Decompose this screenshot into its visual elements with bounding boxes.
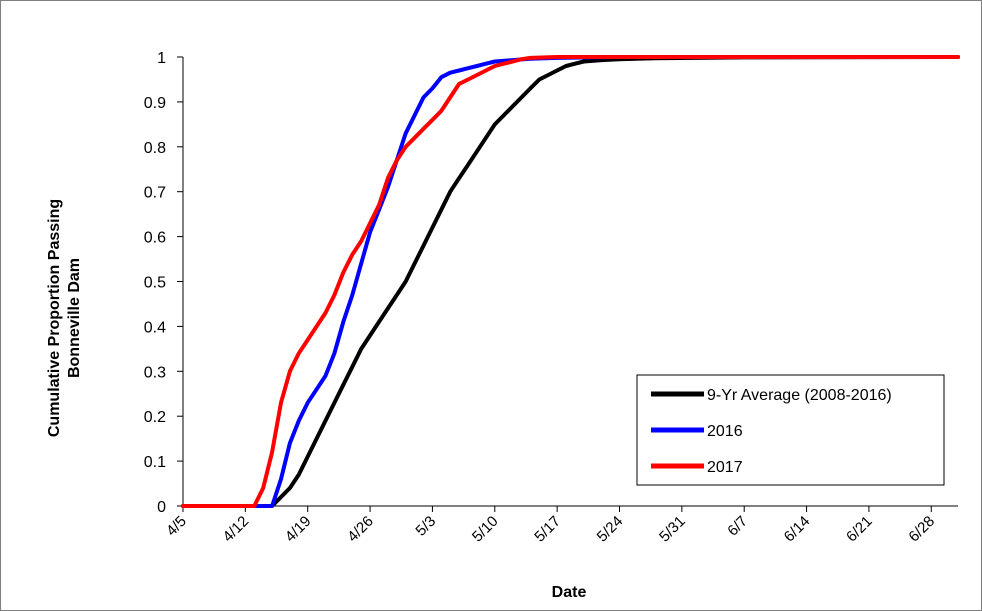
y-tick-label: 0.4: [144, 319, 166, 336]
series-line-avg: [181, 55, 960, 508]
x-tick-label: 4/19: [282, 513, 315, 546]
axes: [182, 57, 958, 507]
legend-label-avg: 9-Yr Average (2008-2016): [707, 387, 892, 404]
x-axis-title: Date: [552, 584, 587, 601]
y-tick-label: 0.6: [144, 230, 166, 247]
series-line-2016: [181, 55, 960, 508]
x-tick-label: 6/21: [843, 513, 876, 546]
legend-label-2016: 2016: [707, 423, 743, 440]
x-tick-label: 5/24: [594, 513, 627, 546]
series-lines: [181, 55, 960, 508]
x-tick-label: 6/28: [905, 513, 938, 546]
x-tick-label: 6/7: [724, 513, 751, 540]
x-tick-label: 6/14: [781, 513, 814, 546]
legend: 9-Yr Average (2008-2016) 2016 2017: [636, 374, 945, 486]
y-tick-label: 0.8: [144, 140, 166, 157]
x-tick-label: 5/10: [469, 513, 502, 546]
y-tick-label: 0.1: [144, 454, 166, 471]
y-axis-title: Cumulative Proportion Passing Bonneville…: [46, 199, 83, 437]
x-tick-label: 5/31: [656, 513, 689, 546]
y-axis-ticks: 0 0.1 0.2 0.3 0.4 0.5 0.6 0.7 0.8 0.9 1: [144, 50, 183, 516]
y-tick-label: 0.7: [144, 185, 166, 202]
x-axis-ticks: 4/5 4/12 4/19 4/26 5/3 5/10 5/17 5/24 5/31 6/7 6/1…: [163, 506, 938, 545]
x-tick-label: 4/26: [344, 513, 377, 546]
y-tick-label: 0.5: [144, 275, 166, 292]
y-axis-title-line-1: Cumulative Proportion Passing: [46, 199, 63, 437]
y-tick-label: 0.3: [144, 364, 166, 381]
y-tick-label: 1: [157, 50, 166, 67]
y-axis-title-line-2: Bonneville Dam: [66, 258, 83, 378]
legend-label-2017: 2017: [707, 459, 743, 476]
x-tick-label: 4/5: [163, 513, 190, 540]
y-tick-label: 0.9: [144, 95, 166, 112]
y-tick-label: 0: [157, 499, 166, 516]
x-tick-label: 5/3: [412, 513, 439, 540]
y-tick-label: 0.2: [144, 409, 166, 426]
x-tick-label: 5/17: [531, 513, 564, 546]
x-tick-label: 4/12: [220, 513, 253, 546]
series-line-2017: [181, 55, 960, 508]
